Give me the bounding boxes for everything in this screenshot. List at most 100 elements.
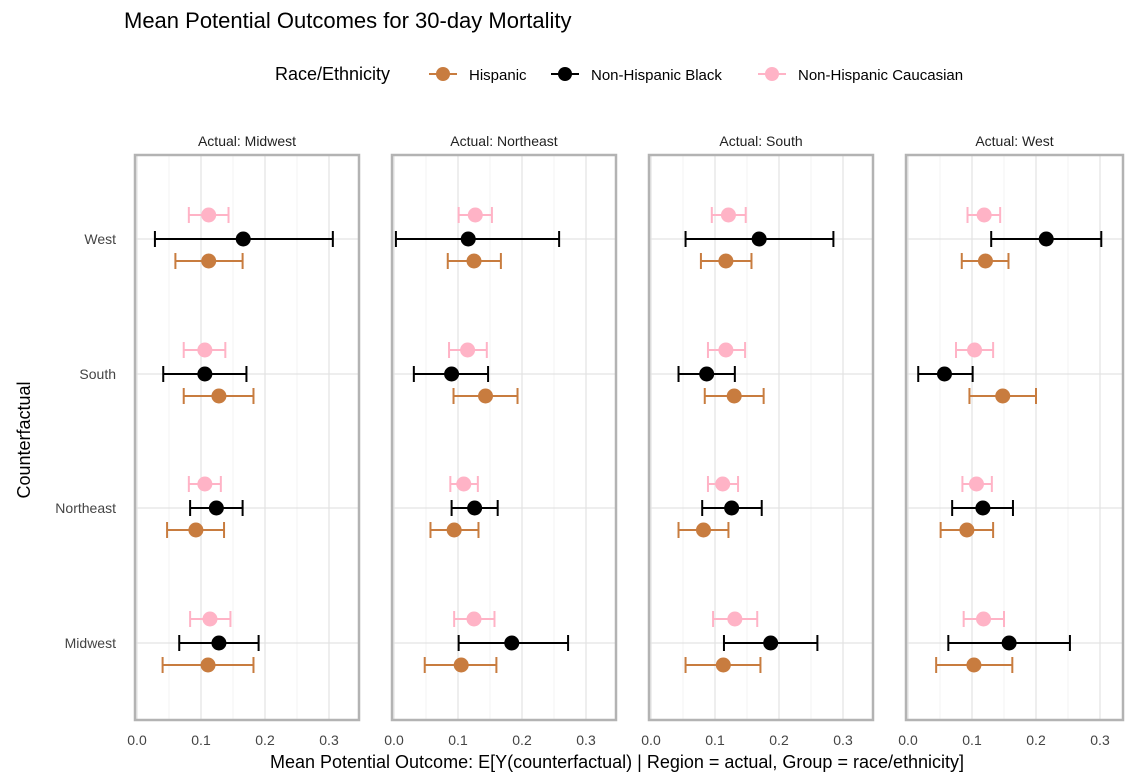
x-tick-label: 0.1	[448, 732, 468, 748]
point-marker	[201, 207, 217, 223]
x-tick-label: 0.1	[962, 732, 982, 748]
point-non-hispanic-black-west	[153, 231, 334, 247]
point-marker	[201, 253, 217, 269]
point-marker	[967, 342, 983, 358]
point-marker	[966, 657, 982, 673]
grid	[392, 155, 616, 720]
point-hispanic-northeast	[166, 522, 226, 538]
point-non-hispanic-black-west	[394, 231, 561, 247]
point-non-hispanic-caucasian-west	[457, 207, 493, 223]
point-marker	[976, 207, 992, 223]
point-non-hispanic-caucasian-west	[187, 207, 230, 223]
point-marker	[968, 476, 984, 492]
point-hispanic-west	[174, 253, 244, 269]
legend-label: Non-Hispanic Caucasian	[798, 67, 963, 84]
point-marker	[936, 366, 952, 382]
x-tick-label: 0.1	[191, 732, 211, 748]
point-hispanic-northeast	[677, 522, 730, 538]
point-marker	[202, 611, 218, 627]
x-axis-label: Mean Potential Outcome: E[Y(counterfactu…	[270, 752, 964, 772]
point-marker	[478, 388, 494, 404]
point-marker	[466, 253, 482, 269]
point-non-hispanic-caucasian-northeast	[961, 476, 993, 492]
y-axis-label: Counterfactual	[14, 381, 34, 498]
facet-label: Actual: Midwest	[198, 133, 296, 149]
point-non-hispanic-black-midwest	[457, 635, 570, 651]
legend-item-non-hispanic-caucasian: Non-Hispanic Caucasian	[758, 67, 963, 84]
legend-item-hispanic: Hispanic	[429, 67, 527, 84]
x-tick-label: 0.0	[384, 732, 404, 748]
point-hispanic-south	[968, 388, 1037, 404]
point-hispanic-midwest	[423, 657, 498, 673]
point-marker	[763, 635, 779, 651]
point-hispanic-northeast	[429, 522, 480, 538]
point-hispanic-south	[452, 388, 519, 404]
facet-actual-northeast: Actual: Northeast 0.0 0.1 0.2 0.3	[384, 133, 618, 748]
y-tick-label-northeast: Northeast	[55, 500, 116, 516]
x-tick-label: 0.2	[512, 732, 532, 748]
point-hispanic-midwest	[161, 657, 255, 673]
point-marker	[504, 635, 520, 651]
point-non-hispanic-caucasian-south	[448, 342, 488, 358]
point-non-hispanic-black-midwest	[178, 635, 260, 651]
point-marker	[188, 522, 204, 538]
point-hispanic-south	[703, 388, 765, 404]
point-marker	[718, 342, 734, 358]
point-marker	[1001, 635, 1017, 651]
point-marker	[727, 611, 743, 627]
point-non-hispanic-black-south	[412, 366, 490, 382]
facet-label: Actual: West	[975, 133, 1053, 149]
point-marker	[446, 522, 462, 538]
point-non-hispanic-caucasian-south	[955, 342, 995, 358]
point-non-hispanic-caucasian-south	[706, 342, 747, 358]
point-non-hispanic-caucasian-northeast	[449, 476, 479, 492]
point-hispanic-west	[699, 253, 753, 269]
legend-items: Hispanic Non-Hispanic Black Non-Hispanic C…	[429, 67, 963, 84]
point-marker	[460, 231, 476, 247]
point-marker	[715, 476, 731, 492]
x-tick-label: 0.0	[127, 732, 147, 748]
legend-marker	[436, 67, 450, 81]
x-tick-label: 0.3	[576, 732, 596, 748]
point-marker	[720, 207, 736, 223]
point-non-hispanic-black-west	[684, 231, 835, 247]
point-non-hispanic-black-south	[677, 366, 736, 382]
panel-border	[390, 153, 618, 722]
point-non-hispanic-caucasian-midwest	[712, 611, 759, 627]
point-non-hispanic-caucasian-northeast	[187, 476, 222, 492]
point-non-hispanic-caucasian-west	[966, 207, 1002, 223]
point-marker	[724, 500, 740, 516]
point-non-hispanic-black-northeast	[701, 500, 763, 516]
x-tick-label: 0.0	[898, 732, 918, 748]
legend-item-non-hispanic-black: Non-Hispanic Black	[551, 67, 722, 84]
point-non-hispanic-black-south	[917, 366, 974, 382]
point-marker	[456, 476, 472, 492]
point-marker	[718, 253, 734, 269]
x-tick-label: 0.3	[319, 732, 339, 748]
point-non-hispanic-caucasian-south	[182, 342, 227, 358]
point-marker	[975, 500, 991, 516]
point-marker	[460, 342, 476, 358]
legend: Race/Ethnicity Hispanic Non-Hispanic Blac…	[275, 64, 963, 84]
point-marker	[726, 388, 742, 404]
panel-border	[647, 153, 875, 722]
point-marker	[1038, 231, 1054, 247]
point-marker	[715, 657, 731, 673]
point-non-hispanic-caucasian-midwest	[189, 611, 232, 627]
point-marker	[699, 366, 715, 382]
y-tick-label-south: South	[79, 366, 116, 382]
legend-label: Hispanic	[469, 67, 527, 84]
y-tick-label-west: West	[84, 231, 116, 247]
point-hispanic-midwest	[684, 657, 762, 673]
point-non-hispanic-caucasian-west	[710, 207, 747, 223]
point-marker	[467, 500, 483, 516]
point-marker	[751, 231, 767, 247]
point-hispanic-west	[446, 253, 502, 269]
point-non-hispanic-caucasian-midwest	[453, 611, 496, 627]
panel-border	[133, 153, 361, 722]
point-marker	[977, 253, 993, 269]
point-marker	[197, 476, 213, 492]
point-marker	[211, 635, 227, 651]
point-hispanic-west	[960, 253, 1010, 269]
